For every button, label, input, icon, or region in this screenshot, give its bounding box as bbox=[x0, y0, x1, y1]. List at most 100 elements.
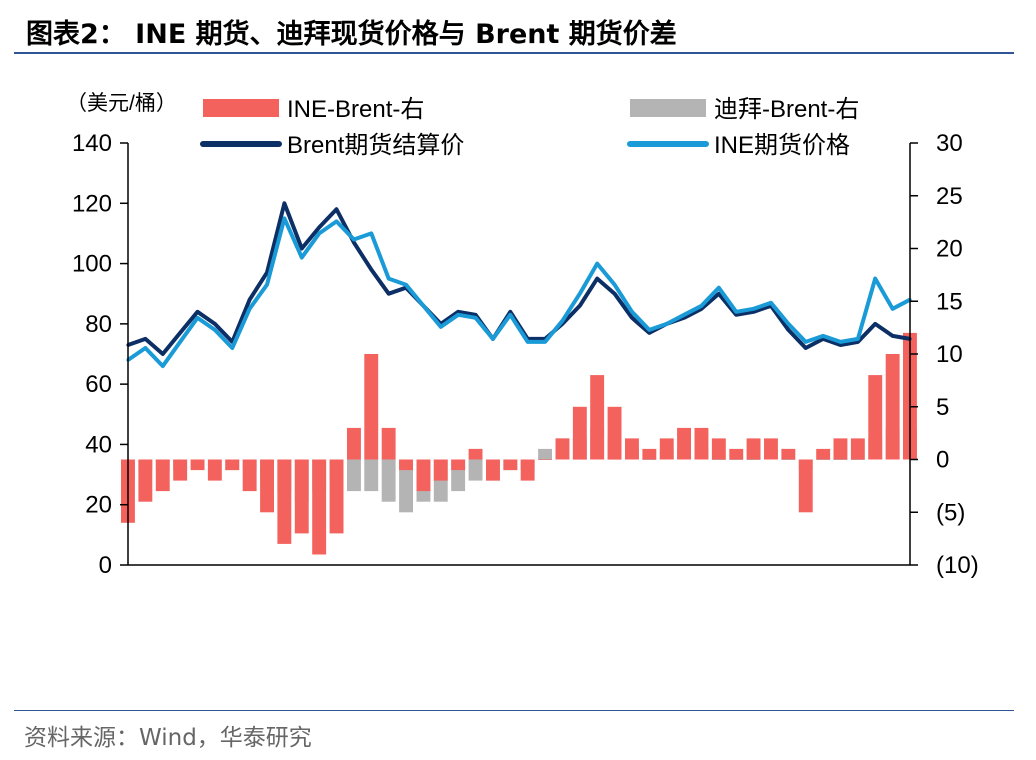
ine-line-point bbox=[456, 313, 460, 317]
ine-line-point bbox=[474, 316, 478, 320]
ine-line-point bbox=[213, 328, 217, 332]
brent-line-point bbox=[195, 310, 200, 314]
ine-line-point bbox=[369, 231, 373, 235]
spread-bar bbox=[607, 406, 622, 460]
spread-bar bbox=[486, 459, 500, 481]
footer-rule bbox=[14, 710, 1014, 711]
brent-line-point bbox=[387, 292, 391, 296]
legend-swatch bbox=[630, 99, 706, 117]
source-note: 资料来源：Wind，华泰研究 bbox=[24, 725, 312, 751]
spread-bar bbox=[399, 459, 413, 471]
spread-bar bbox=[642, 459, 657, 460]
spread-bar bbox=[885, 354, 900, 460]
spread-bar bbox=[416, 459, 431, 492]
ine-line-point bbox=[630, 310, 634, 314]
brent-line-point bbox=[752, 310, 756, 314]
spread-bar bbox=[729, 459, 744, 460]
ine-line-point bbox=[439, 325, 443, 329]
ine-line-point bbox=[265, 283, 269, 287]
left-tick-label: 140 bbox=[72, 130, 112, 157]
right-tick-label: 15 bbox=[936, 288, 963, 315]
spread-bar bbox=[399, 459, 413, 513]
spread-bar bbox=[625, 438, 639, 460]
brent-line-point bbox=[838, 343, 843, 347]
spread-bar bbox=[347, 427, 361, 460]
brent-line-point bbox=[595, 277, 599, 281]
ine-line-point bbox=[769, 301, 773, 305]
right-tick-label: 0 bbox=[936, 447, 949, 474]
legend-label: INE期货价格 bbox=[714, 132, 850, 159]
ine-line-point bbox=[647, 328, 651, 332]
brent-line-point bbox=[334, 207, 339, 211]
ine-line-point bbox=[526, 340, 530, 344]
spread-bar bbox=[364, 459, 379, 492]
ine-line-point bbox=[613, 283, 617, 287]
spread-bar bbox=[868, 375, 883, 460]
spread-bar bbox=[364, 354, 379, 460]
ine-line-point bbox=[230, 346, 234, 350]
ine-line-point bbox=[543, 340, 547, 344]
spread-bar bbox=[520, 459, 535, 481]
spread-bar bbox=[555, 438, 570, 460]
price-spread-chart: （美元/桶） 0 20 40 60 80 100 120 140 (10) (5) 0 5 10 15 20… bbox=[66, 92, 979, 579]
left-tick-label: 80 bbox=[85, 311, 112, 338]
ine-line-point bbox=[387, 277, 391, 281]
spread-bar bbox=[138, 459, 153, 502]
spread-bar bbox=[538, 459, 552, 460]
right-tick-label: (10) bbox=[936, 552, 979, 579]
right-tick-label: 5 bbox=[936, 394, 949, 421]
spread-bar bbox=[711, 459, 726, 460]
left-tick-label: 100 bbox=[72, 251, 112, 278]
legend-label: 迪拜-Brent-右 bbox=[714, 96, 859, 123]
spread-bar bbox=[833, 438, 848, 460]
spread-bar bbox=[433, 459, 448, 481]
spread-bar bbox=[468, 459, 483, 481]
spread-bar bbox=[746, 459, 761, 460]
legend-swatch bbox=[203, 99, 279, 117]
ine-line-point bbox=[804, 340, 808, 344]
brent-line-point bbox=[300, 246, 304, 251]
ine-line-point bbox=[421, 304, 425, 308]
spread-bar bbox=[746, 438, 761, 460]
brent-line-point bbox=[369, 268, 373, 272]
ine-line-point bbox=[404, 283, 408, 287]
ine-line-point bbox=[317, 231, 321, 235]
spread-bar bbox=[190, 459, 205, 471]
spread-bar bbox=[850, 459, 865, 460]
spread-bar bbox=[381, 459, 396, 502]
brent-line-point bbox=[213, 322, 217, 326]
spread-bar bbox=[347, 459, 361, 492]
ine-line-point bbox=[665, 322, 669, 326]
ine-line-point bbox=[856, 337, 860, 341]
spread-bar bbox=[729, 448, 744, 460]
brent-line-point bbox=[143, 337, 147, 341]
ine-line-point bbox=[838, 340, 843, 344]
spread-bar bbox=[659, 438, 674, 460]
ine-line-point bbox=[560, 319, 565, 323]
brent-line-point bbox=[734, 313, 738, 317]
spread-bar bbox=[781, 448, 796, 460]
spread-bar bbox=[816, 448, 831, 460]
ine-line-point bbox=[578, 292, 582, 296]
ine-line-point bbox=[195, 316, 200, 320]
brent-line-point bbox=[161, 352, 165, 356]
spread-bar bbox=[312, 459, 327, 555]
unit-label: （美元/桶） bbox=[66, 92, 177, 115]
ine-line-point bbox=[717, 286, 721, 290]
brent-line-point bbox=[178, 331, 182, 335]
right-tick-label: (5) bbox=[936, 499, 965, 526]
legend-label: INE-Brent-右 bbox=[287, 96, 424, 123]
spread-bar bbox=[468, 448, 483, 460]
spread-bar bbox=[225, 459, 240, 471]
ine-line-point bbox=[248, 307, 252, 311]
brent-line-point bbox=[717, 292, 721, 296]
spread-bar bbox=[242, 459, 257, 492]
brent-line-point bbox=[317, 225, 321, 229]
ine-line-point bbox=[161, 364, 165, 368]
brent-line-point bbox=[647, 331, 651, 335]
brent-line-point bbox=[856, 340, 860, 344]
ine-line-point bbox=[595, 262, 599, 266]
brent-line-point bbox=[248, 298, 252, 302]
spread-bar bbox=[173, 459, 188, 481]
ine-line-point bbox=[752, 307, 756, 311]
